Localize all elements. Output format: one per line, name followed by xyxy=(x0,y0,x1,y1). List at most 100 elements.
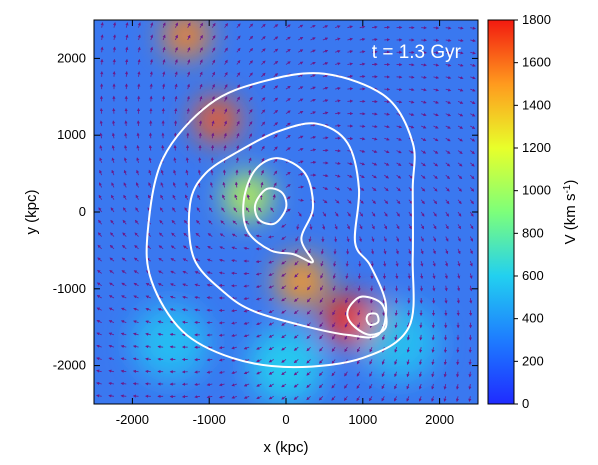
y-tick-label: 1000 xyxy=(57,127,86,142)
velocity-arrow xyxy=(218,395,225,399)
velocity-arrow xyxy=(258,207,262,213)
x-tick-label: 1000 xyxy=(348,412,377,427)
velocity-arrow xyxy=(109,270,115,274)
velocity-arrow xyxy=(220,220,225,225)
velocity-arrow xyxy=(318,396,324,401)
velocity-arrow xyxy=(97,244,102,250)
velocity-arrow xyxy=(243,334,250,338)
velocity-arrow xyxy=(108,344,115,348)
velocity-arrow xyxy=(170,283,176,287)
velocity-arrow xyxy=(108,332,115,336)
velocity-arrow xyxy=(293,334,299,339)
velocity-arrow xyxy=(295,236,299,242)
velocity-arrow xyxy=(256,221,262,225)
velocity-arrow xyxy=(182,245,188,250)
velocity-arrow xyxy=(344,346,348,353)
velocity-arrow xyxy=(443,371,447,378)
velocity-arrow xyxy=(310,111,317,115)
velocity-arrow xyxy=(221,207,225,213)
velocity-arrow xyxy=(371,199,376,204)
velocity-arrow xyxy=(396,125,403,129)
velocity-arrow xyxy=(96,320,102,323)
velocity-arrow xyxy=(281,273,287,277)
velocity-arrow xyxy=(319,346,324,352)
velocity-arrow xyxy=(318,371,324,377)
velocity-arrow xyxy=(396,211,400,217)
velocity-arrow xyxy=(418,383,422,390)
velocity-arrow xyxy=(172,194,176,200)
velocity-arrow xyxy=(194,308,201,312)
velocity-arrow xyxy=(268,272,274,276)
velocity-arrow xyxy=(268,322,274,326)
velocity-arrow xyxy=(396,236,400,242)
velocity-arrow xyxy=(457,162,463,167)
velocity-arrow xyxy=(418,396,422,402)
velocity-arrow xyxy=(108,295,115,299)
velocity-arrow xyxy=(125,46,129,53)
velocity-arrow xyxy=(285,122,291,127)
plot-area: t = 1.3 Gyr xyxy=(93,19,479,405)
velocity-arrow xyxy=(211,83,215,90)
velocity-arrow xyxy=(98,219,102,225)
velocity-arrow xyxy=(149,58,153,65)
velocity-arrow xyxy=(406,383,410,390)
velocity-arrow xyxy=(198,120,203,127)
velocity-arrow xyxy=(371,187,377,192)
velocity-arrow xyxy=(294,260,299,266)
velocity-arrow xyxy=(294,297,299,302)
velocity-arrow xyxy=(298,172,304,176)
velocity-arrow xyxy=(359,50,366,54)
velocity-arrow xyxy=(224,59,228,65)
density-contour-4 xyxy=(253,187,288,226)
velocity-arrow xyxy=(307,273,311,279)
velocity-arrow xyxy=(359,137,366,141)
velocity-arrow xyxy=(470,150,475,155)
velocity-arrow xyxy=(420,211,425,217)
colorbar-label: V (km s-1) xyxy=(562,180,579,245)
density-contour-3 xyxy=(242,157,314,264)
velocity-arrow xyxy=(331,359,336,365)
velocity-arrow xyxy=(308,248,312,255)
velocity-arrow xyxy=(418,371,423,378)
velocity-arrow xyxy=(255,284,262,288)
velocity-arrow xyxy=(184,207,189,213)
velocity-arrow xyxy=(281,223,287,228)
velocity-arrow xyxy=(457,174,463,180)
velocity-arrow xyxy=(211,120,215,127)
velocity-arrow xyxy=(298,61,304,65)
density-contour-1 xyxy=(145,72,416,369)
velocity-arrow xyxy=(285,61,291,65)
velocity-arrow xyxy=(468,371,472,378)
velocity-arrow xyxy=(335,111,341,115)
velocity-arrow xyxy=(331,396,336,401)
velocity-arrow xyxy=(310,123,317,127)
velocity-arrow xyxy=(344,371,348,377)
velocity-arrow xyxy=(246,194,250,200)
velocity-arrow xyxy=(331,383,336,389)
velocity-arrow xyxy=(268,309,274,313)
velocity-arrow xyxy=(371,224,375,230)
velocity-arrow xyxy=(133,257,139,262)
velocity-arrow xyxy=(224,96,228,102)
velocity-arrow xyxy=(344,322,348,328)
velocity-arrow xyxy=(347,62,354,66)
velocity-arrow xyxy=(174,34,178,41)
velocity-arrow xyxy=(99,144,103,151)
colorbar-label-close: ) xyxy=(562,180,579,185)
x-axis-label: x (kpc) xyxy=(264,439,309,456)
velocity-arrow xyxy=(174,71,178,77)
velocity-arrow xyxy=(345,273,349,280)
velocity-arrow xyxy=(218,333,225,337)
velocity-arrow xyxy=(306,346,311,352)
velocity-arrow xyxy=(273,97,279,102)
velocity-arrow xyxy=(394,383,398,390)
velocity-arrow xyxy=(182,283,188,287)
velocity-arrow xyxy=(236,35,241,41)
velocity-arrow xyxy=(396,174,402,179)
velocity-arrow xyxy=(344,383,348,389)
velocity-arrow xyxy=(371,112,378,116)
velocity-arrow xyxy=(194,271,201,275)
velocity-arrow xyxy=(359,162,366,166)
velocity-arrow xyxy=(431,383,435,390)
